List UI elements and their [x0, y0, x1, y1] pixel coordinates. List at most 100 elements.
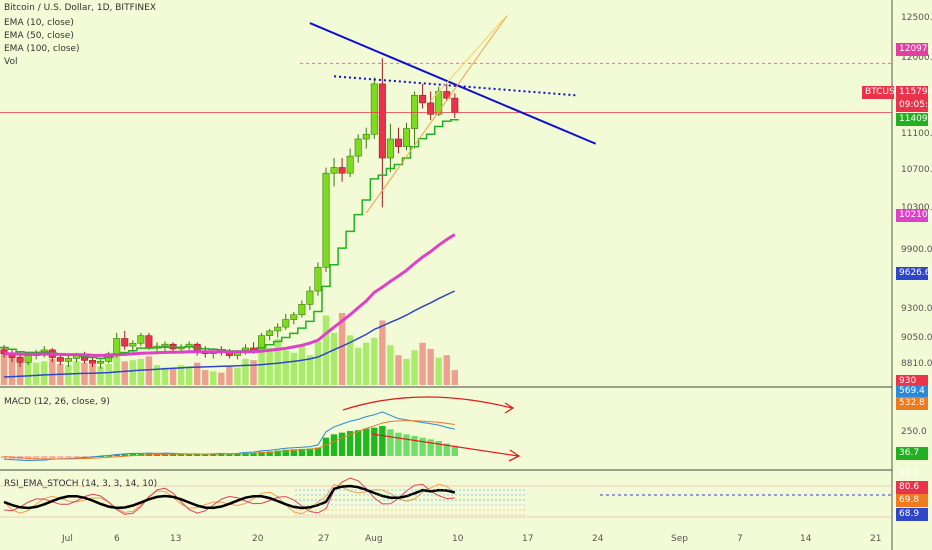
- time-tick-label: 20: [252, 534, 264, 544]
- candle-body: [443, 91, 451, 99]
- volume-bar: [395, 355, 402, 385]
- volume-bar: [379, 320, 386, 385]
- candle-body: [290, 314, 298, 320]
- candle-body: [113, 338, 121, 354]
- macd-hist-bar: [330, 434, 338, 456]
- price-label: 36.7: [896, 447, 928, 460]
- time-tick-label: Jul: [62, 534, 73, 544]
- price-tick-label: 12000.0: [901, 53, 932, 63]
- price-tick-label: 11100.0: [901, 129, 932, 139]
- macd-hist-bar: [121, 454, 128, 456]
- volume-bar: [177, 365, 185, 385]
- candle-body: [56, 357, 64, 362]
- candle-body: [129, 342, 137, 347]
- volume-bar: [218, 372, 225, 385]
- time-tick-label: 13: [170, 534, 182, 544]
- volume-bar: [322, 315, 330, 385]
- macd-hist-bar: [129, 453, 136, 456]
- macd-hist-bar: [322, 437, 330, 456]
- candle-body: [346, 155, 354, 174]
- macd-hist-bar: [338, 432, 346, 456]
- ema100-legend[interactable]: EMA (100, close): [4, 44, 80, 54]
- candle-body: [121, 338, 129, 347]
- macd-arrowhead-top: [504, 402, 515, 414]
- volume-bar: [282, 350, 289, 385]
- candle-body: [427, 102, 435, 115]
- ema50-line: [3, 233, 456, 357]
- support-trend-line: [365, 15, 508, 214]
- time-tick-label: 14: [800, 534, 812, 544]
- price-tick-label: 12500.0: [901, 13, 932, 23]
- macd-hist-bar: [395, 432, 402, 456]
- time-tick-label: 10: [452, 534, 464, 544]
- volume-bar: [121, 361, 128, 385]
- macd-hist-bar: [73, 456, 80, 458]
- volume-bar: [403, 358, 410, 385]
- ema10-legend[interactable]: EMA (10, close): [4, 18, 74, 28]
- macd-hist-bar: [387, 429, 394, 456]
- volume-bar: [419, 342, 426, 385]
- macd-hist-bar: [226, 454, 233, 456]
- candle-body: [169, 343, 177, 350]
- macd-signal-line: [3, 420, 455, 460]
- macd-hist-bar: [161, 453, 169, 456]
- macd-hist-bar: [355, 430, 362, 456]
- price-label: BTCUSD: [862, 86, 902, 99]
- volume-bar: [290, 352, 297, 385]
- candle-body: [16, 357, 24, 363]
- volume-bar: [0, 347, 8, 385]
- candle-body: [314, 266, 322, 292]
- price-tick-label: 10300.0: [901, 203, 932, 213]
- stoch-title[interactable]: RSI_EMA_STOCH (14, 3, 3, 14, 10): [4, 479, 158, 489]
- grid: [0, 0, 893, 550]
- candle-body: [330, 167, 338, 174]
- volume-bar: [8, 353, 16, 385]
- macd-hist-bar: [242, 453, 249, 456]
- price-tick-label: 9300.0: [901, 304, 932, 314]
- macd-hist-bar: [49, 456, 56, 459]
- ema50-legend[interactable]: EMA (50, close): [4, 31, 74, 41]
- price-label: 11579.0: [896, 86, 932, 99]
- volume-bar: [330, 332, 338, 385]
- candle-body: [394, 138, 402, 147]
- candle-body: [298, 303, 306, 316]
- volume-bar: [65, 365, 72, 385]
- volume-bar: [161, 367, 169, 385]
- macd-hist-bar: [427, 439, 434, 456]
- support-trend-line-2: [430, 18, 504, 102]
- price-label: 80.6: [896, 481, 928, 494]
- macd-hist-bar: [169, 453, 177, 456]
- macd-hist-bar: [282, 449, 289, 456]
- macd-hist-bar: [81, 456, 88, 458]
- macd-hist-bar: [24, 456, 32, 460]
- time-tick-label: 6: [114, 534, 120, 544]
- volume-bar: [346, 335, 354, 385]
- candle-body: [451, 97, 459, 113]
- price-tick-label: 10700.0: [901, 165, 932, 175]
- macd-hist-bar: [0, 456, 8, 459]
- macd-hist-bar: [435, 441, 442, 456]
- macd-hist-bar: [290, 449, 297, 456]
- stoch-d-line: [3, 477, 455, 515]
- price-label: 9626.6: [896, 267, 931, 280]
- macd-hist-bar: [266, 451, 273, 456]
- candle-body: [64, 358, 72, 362]
- symbol-title: Bitcoin / U.S. Dollar, 1D, BITFINEX: [4, 3, 156, 13]
- vol-legend[interactable]: Vol: [4, 57, 18, 67]
- macd-hist-bar: [411, 436, 418, 456]
- volume-bar: [355, 347, 362, 385]
- volume-bar: [427, 349, 434, 385]
- candle-body: [306, 290, 314, 305]
- macd-pane: [0, 396, 521, 462]
- candle-body: [89, 360, 97, 364]
- candle-body: [402, 128, 410, 147]
- time-tick-label: Aug: [365, 534, 383, 544]
- macd-title[interactable]: MACD (12, 26, close, 9): [4, 397, 110, 407]
- macd-hist-bar: [33, 456, 40, 460]
- candle-body: [97, 360, 105, 364]
- volume-bar: [202, 370, 209, 385]
- macd-hist-bar: [274, 450, 281, 456]
- candle-body: [419, 95, 427, 104]
- macd-hist-bar: [314, 447, 322, 456]
